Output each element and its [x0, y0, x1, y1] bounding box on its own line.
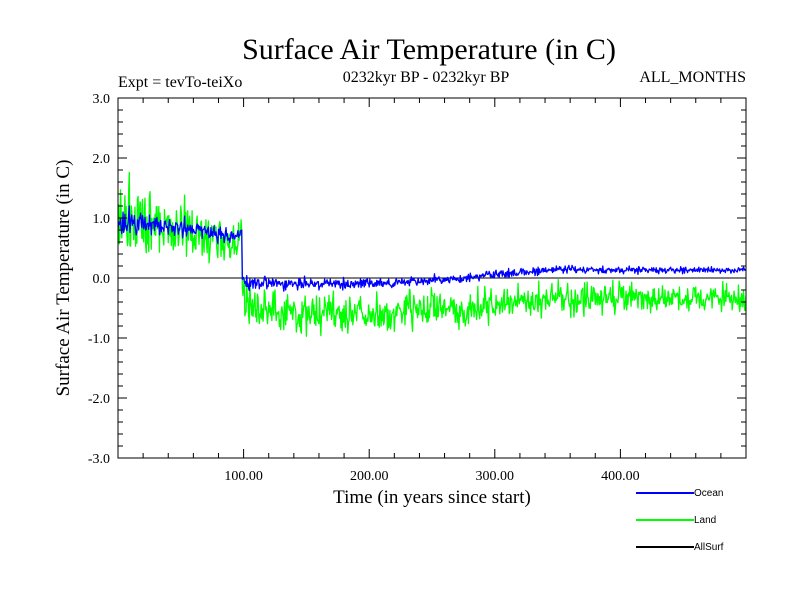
y-tick-label: 3.0 — [93, 92, 111, 107]
legend-label-allsurf: AllSurf — [694, 542, 724, 553]
y-tick-label: -3.0 — [88, 452, 110, 467]
plot-area — [118, 171, 746, 337]
x-axis-label: Time (in years since start) — [333, 487, 531, 508]
legend: Ocean Land AllSurf — [636, 488, 724, 553]
series-line-ocean — [118, 205, 746, 292]
y-axis-label: Surface Air Temperature (in C) — [53, 160, 74, 397]
y-tick-label: 0.0 — [93, 272, 111, 287]
x-tick-label: 300.00 — [476, 469, 515, 484]
x-tick-label: 400.00 — [601, 469, 640, 484]
legend-label-ocean: Ocean — [694, 488, 723, 499]
x-tick-label: 100.00 — [224, 469, 263, 484]
experiment-label: Expt = tevTo-teiXo — [118, 74, 242, 91]
x-tick-label: 200.00 — [350, 469, 389, 484]
tick-labels: -3.0 -2.0 -1.0 0.0 1.0 2.0 3.0 100.00 200.00 300.… — [88, 92, 640, 484]
y-tick-label: -1.0 — [88, 332, 110, 347]
y-tick-label: -2.0 — [88, 392, 110, 407]
series-line-land — [118, 171, 746, 337]
period-label: 0232kyr BP - 0232kyr BP — [343, 69, 510, 86]
y-tick-label: 1.0 — [93, 212, 111, 227]
axis-ticks — [118, 97, 746, 459]
chart-title: Surface Air Temperature (in C) — [242, 33, 616, 66]
y-tick-label: 2.0 — [93, 152, 111, 167]
legend-label-land: Land — [694, 515, 716, 526]
plot-frame — [117, 97, 747, 459]
months-label: ALL_MONTHS — [639, 69, 746, 86]
